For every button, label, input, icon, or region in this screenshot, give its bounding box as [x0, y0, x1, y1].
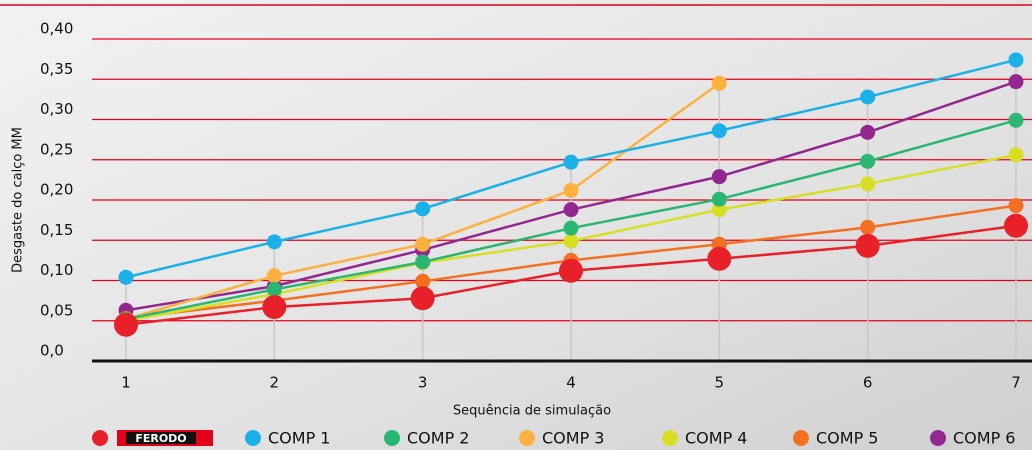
legend-marker [519, 430, 535, 446]
y-tick-label: 0,15 [40, 221, 73, 239]
legend-marker [384, 430, 400, 446]
legend-marker [793, 430, 809, 446]
legend-label: COMP 1 [268, 429, 330, 448]
data-point [707, 246, 732, 271]
y-tick-label: 0,40 [40, 20, 73, 38]
legend-label: COMP 3 [542, 429, 604, 448]
legend-marker [930, 430, 946, 446]
legend-label: COMP 5 [816, 429, 878, 448]
data-point [711, 75, 727, 91]
y-tick-label: 0,0 [40, 342, 64, 360]
data-point [711, 191, 727, 207]
data-point [1003, 213, 1028, 238]
legend-label: FERODO [135, 432, 186, 445]
y-tick-label: 0,10 [40, 261, 73, 279]
data-point [1008, 74, 1024, 90]
data-point [711, 202, 727, 218]
x-axis-label: Sequência de simulação [453, 404, 611, 419]
data-point [860, 89, 876, 105]
data-point [415, 201, 431, 217]
y-axis-label: Desgaste do calço MM [11, 127, 26, 273]
data-point [415, 254, 431, 270]
legend-label: COMP 6 [953, 429, 1015, 448]
data-point [415, 273, 431, 289]
data-point [262, 295, 287, 320]
data-point [118, 269, 134, 285]
data-point [563, 182, 579, 198]
y-tick-label: 0,25 [40, 140, 73, 158]
data-point [1008, 112, 1024, 128]
data-point [114, 312, 138, 337]
data-point [558, 258, 583, 283]
y-tick-label: 0,05 [40, 301, 73, 319]
data-point [1008, 147, 1024, 163]
legend-marker [245, 430, 261, 446]
x-tick-label: 1 [121, 374, 131, 392]
data-point [711, 169, 727, 185]
y-tick-label: 0,35 [40, 60, 73, 78]
x-tick-label: 4 [566, 374, 576, 392]
legend-logo-inner [126, 432, 196, 444]
data-point [860, 176, 876, 192]
data-point [860, 124, 876, 140]
legend-marker [92, 430, 108, 446]
y-tick-label: 0,20 [40, 181, 73, 199]
x-tick-label: 5 [715, 374, 725, 392]
x-tick-label: 3 [418, 374, 428, 392]
x-tick-label: 2 [270, 374, 280, 392]
legend-label: COMP 2 [407, 429, 469, 448]
data-point [563, 202, 579, 218]
data-point [1008, 52, 1024, 68]
data-point [266, 234, 282, 250]
data-point [563, 233, 579, 249]
legend-label: COMP 4 [685, 429, 747, 448]
x-tick-label: 6 [863, 374, 873, 392]
data-point [415, 236, 431, 252]
data-point [855, 233, 880, 258]
data-point [563, 220, 579, 236]
data-point [711, 123, 727, 139]
data-point [860, 219, 876, 235]
data-point [860, 153, 876, 169]
x-tick-label: 7 [1011, 374, 1021, 392]
data-point [266, 281, 282, 297]
data-point [410, 286, 435, 311]
data-point [563, 154, 579, 170]
data-point [266, 268, 282, 284]
data-point [1008, 198, 1024, 214]
legend-marker [662, 430, 678, 446]
y-tick-label: 0,30 [40, 100, 73, 118]
